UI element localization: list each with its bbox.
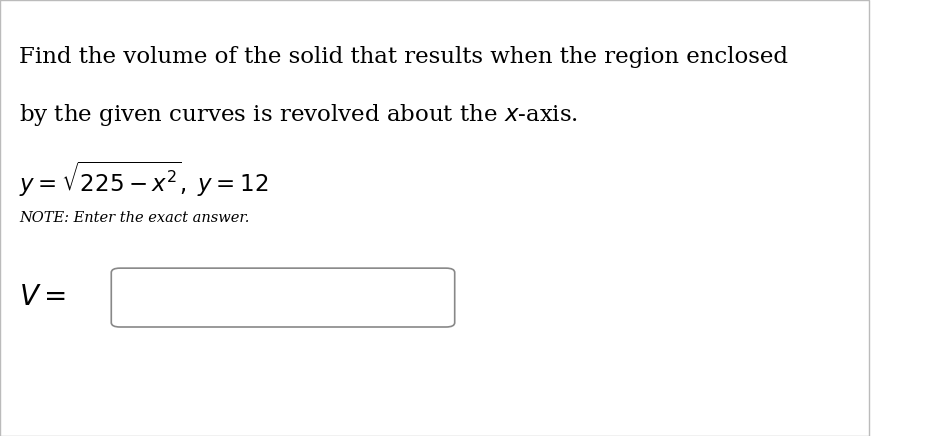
Text: $y = \sqrt{225 - x^2},\; y = 12$: $y = \sqrt{225 - x^2},\; y = 12$ <box>20 159 268 198</box>
Text: by the given curves is revolved about the $x$-axis.: by the given curves is revolved about th… <box>20 102 578 129</box>
Text: $V =$: $V =$ <box>20 284 66 311</box>
FancyBboxPatch shape <box>111 268 455 327</box>
Text: NOTE: Enter the exact answer.: NOTE: Enter the exact answer. <box>20 211 250 225</box>
Text: Find the volume of the solid that results when the region enclosed: Find the volume of the solid that result… <box>20 46 788 68</box>
